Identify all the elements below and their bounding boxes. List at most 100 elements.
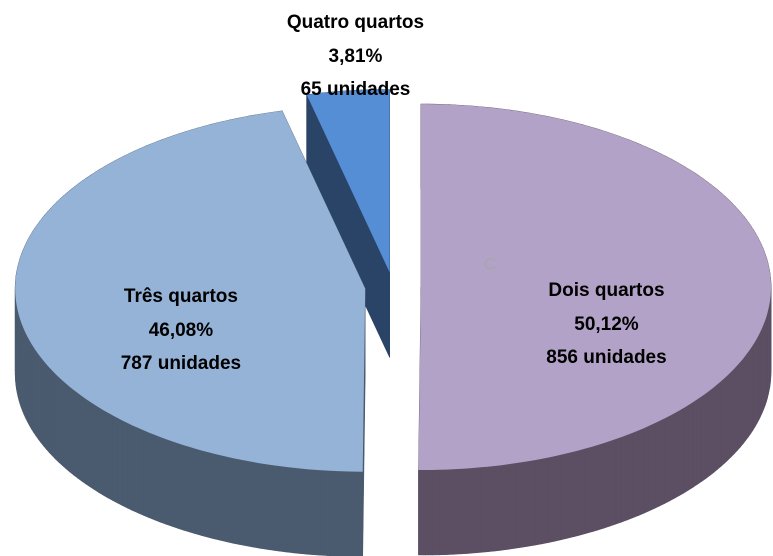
slice-side [713, 383, 718, 474]
slice-side [615, 436, 623, 525]
slice-side [213, 453, 221, 541]
slice-count-label: 856 unidades [546, 347, 666, 368]
slice-top [418, 104, 771, 470]
slice-side [279, 465, 287, 553]
slice-side [683, 404, 689, 494]
slice-side [597, 442, 605, 531]
slice-side [603, 440, 611, 529]
slice-side [93, 403, 99, 493]
slice-side [355, 471, 364, 556]
slice-side [201, 450, 209, 538]
slice-side [177, 442, 184, 531]
slice-side [534, 458, 542, 546]
slice-side [439, 469, 447, 556]
slice-side [752, 340, 756, 432]
slice-side [514, 461, 523, 549]
slice-side [33, 346, 37, 437]
slice [418, 103, 772, 556]
slice-side [579, 448, 587, 536]
slice-side [52, 370, 56, 460]
slice-side [638, 427, 645, 516]
slice-side [654, 420, 660, 509]
slice-side [547, 455, 555, 543]
slice-side [730, 367, 735, 458]
slice-side [292, 467, 301, 554]
slice-side [452, 468, 461, 555]
slice-side [473, 466, 482, 554]
slice-side [137, 427, 144, 516]
slice-side [334, 470, 343, 556]
slice-side [724, 374, 729, 464]
slice-side [487, 465, 495, 553]
slice-side [480, 466, 489, 553]
slice-side [573, 449, 581, 538]
slice-side [648, 422, 655, 512]
slice-top [15, 110, 366, 472]
slice-side [77, 392, 82, 482]
slice-side [40, 356, 44, 447]
slice-side [609, 438, 617, 527]
slice-side [507, 462, 516, 550]
slice-side [669, 412, 675, 502]
slice-side [494, 464, 502, 552]
slice-side [739, 357, 744, 448]
slice-side [501, 463, 509, 551]
slice-side [566, 451, 574, 539]
slice-side [541, 457, 549, 545]
slice-side [107, 412, 113, 501]
slice-side [35, 349, 39, 441]
slice-side [286, 466, 294, 554]
slice-side [425, 469, 433, 556]
slice-side [98, 406, 104, 496]
slice-side [643, 425, 650, 514]
slice-side [246, 460, 254, 548]
slice-side [626, 432, 634, 521]
slice-side [720, 377, 725, 468]
slice-side [112, 414, 118, 504]
slice-side [37, 353, 42, 444]
slice [306, 89, 391, 358]
slice-side [49, 366, 53, 457]
slice-side [632, 430, 639, 519]
annotation: C [484, 254, 496, 273]
slice-side [742, 354, 747, 445]
slice-label: Quatro quartos [287, 12, 424, 33]
slice-side [313, 469, 322, 556]
slice-side [696, 395, 702, 485]
slice-side [459, 468, 468, 555]
slice-side [62, 379, 67, 470]
slice-side [692, 398, 698, 488]
slice-side [659, 417, 666, 507]
slice-side [750, 343, 754, 435]
slice-count-label: 65 unidades [301, 79, 411, 100]
slice-side [154, 434, 161, 523]
slice-side [554, 454, 562, 542]
slice-side [727, 371, 732, 461]
slice-side [701, 393, 706, 483]
slice-side [445, 468, 454, 555]
slice-side [678, 407, 685, 497]
slice-side [122, 420, 128, 509]
slice-side [688, 401, 694, 491]
slice-side [560, 452, 568, 541]
slice-side [259, 462, 267, 550]
slice-side [226, 456, 234, 544]
slice-side [189, 446, 196, 535]
slice-side [527, 459, 536, 547]
slice-side [591, 444, 599, 533]
slice-side [521, 460, 529, 548]
slice-side [306, 468, 315, 556]
slice-side [55, 373, 60, 464]
slice-side [745, 351, 749, 442]
slice-side [239, 459, 247, 547]
slice-label: Três quartos [124, 286, 238, 307]
slice-side [159, 436, 167, 525]
slice-side [89, 401, 95, 491]
slice-side [327, 470, 336, 556]
slice-side [232, 457, 240, 545]
slice-side [733, 364, 738, 455]
slice-side [737, 361, 741, 452]
slice-count-label: 787 unidades [121, 353, 241, 374]
slice-side [81, 395, 86, 485]
slice-side [46, 363, 50, 454]
